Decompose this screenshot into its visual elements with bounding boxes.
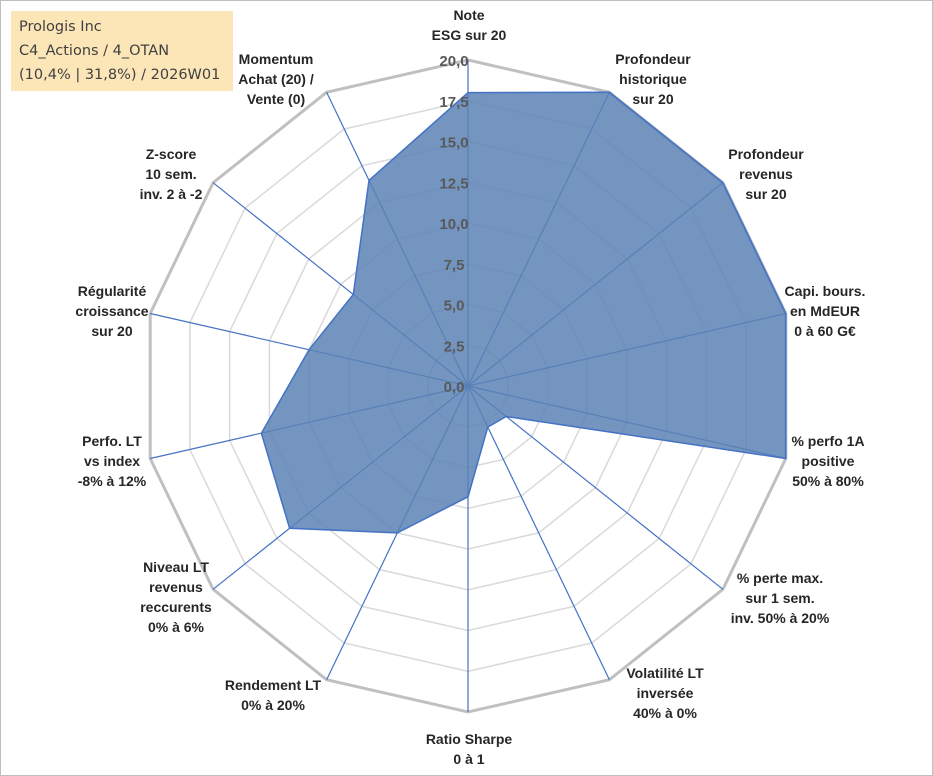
axis-label-3-line-2: 0 à 60 G€ — [794, 323, 856, 339]
axis-label-1: Profondeur historique sur 20 — [615, 51, 691, 107]
axis-label-3-line-0: Capi. bours. — [785, 283, 866, 299]
axis-label-12-line-2: inv. 2 à -2 — [140, 186, 203, 202]
axis-label-10-line-0: Perfo. LT — [82, 433, 142, 449]
axis-label-10-line-1: vs index — [84, 453, 140, 469]
series-area — [260, 91, 787, 534]
axis-label-9-line-0: Niveau LT — [143, 559, 209, 575]
tick-label-2: 5,0 — [444, 298, 465, 315]
axis-label-5: % perte max. sur 1 sem. inv. 50% à 20% — [731, 570, 830, 626]
axis-label-11: Régularité croissance sur 20 — [75, 283, 148, 339]
tick-label-4: 10,0 — [439, 216, 468, 233]
axis-label-8: Rendement LT 0% à 20% — [225, 677, 322, 713]
info-company: Prologis Inc — [19, 19, 102, 35]
radar-axis-labels: Note ESG sur 20 Profondeur historique sur 20… — [75, 7, 865, 767]
axis-label-5-line-2: inv. 50% à 20% — [731, 610, 830, 626]
axis-label-13: Momentum Achat (20) / Vente (0) — [238, 51, 314, 107]
axis-label-6-line-0: Volatilité LT — [626, 665, 704, 681]
axis-label-9-line-3: 0% à 6% — [148, 619, 205, 635]
info-box: Prologis Inc C4_Actions / 4_OTAN (10,4% … — [11, 11, 233, 91]
axis-label-0-line-1: ESG sur 20 — [432, 27, 507, 43]
info-category: C4_Actions / 4_OTAN — [19, 43, 170, 59]
spoke-6 — [467, 385, 610, 680]
axis-label-7-line-1: 0 à 1 — [453, 751, 484, 767]
axis-label-3: Capi. bours. en MdEUR 0 à 60 G€ — [785, 283, 866, 339]
axis-label-8-line-0: Rendement LT — [225, 677, 322, 693]
spoke-5 — [467, 385, 724, 590]
tick-label-7: 17,5 — [439, 94, 468, 111]
axis-label-11-line-0: Régularité — [78, 283, 147, 299]
radar-ticks: 0,0 2,5 5,0 7,5 10,0 12,5 15,0 17,5 20,0 — [439, 53, 468, 396]
axis-label-10: Perfo. LT vs index -8% à 12% — [78, 433, 147, 489]
axis-label-13-line-0: Momentum — [239, 51, 314, 67]
tick-label-3: 7,5 — [444, 257, 465, 274]
axis-label-12-line-0: Z-score — [146, 146, 197, 162]
axis-label-1-line-2: sur 20 — [632, 91, 673, 107]
axis-label-9-line-1: revenus — [149, 579, 203, 595]
tick-label-6: 15,0 — [439, 135, 468, 152]
axis-label-2: Profondeur revenus sur 20 — [728, 146, 804, 202]
info-period: (10,4% | 31,8%) / 2026W01 — [19, 67, 221, 83]
axis-label-13-line-1: Achat (20) / — [238, 71, 314, 87]
tick-label-1: 2,5 — [444, 338, 465, 355]
axis-label-6-line-2: 40% à 0% — [633, 705, 697, 721]
axis-label-0: Note ESG sur 20 — [432, 7, 507, 43]
axis-label-0-line-0: Note — [453, 7, 484, 23]
axis-label-2-line-0: Profondeur — [728, 146, 804, 162]
axis-label-4-line-2: 50% à 80% — [792, 473, 864, 489]
axis-label-9: Niveau LT revenus reccurents 0% à 6% — [140, 559, 212, 635]
axis-label-7: Ratio Sharpe 0 à 1 — [426, 731, 513, 767]
axis-label-4-line-1: positive — [802, 453, 855, 469]
axis-label-8-line-1: 0% à 20% — [241, 697, 305, 713]
radar-series — [260, 91, 787, 534]
axis-label-2-line-1: revenus — [739, 166, 793, 182]
axis-label-4-line-0: % perfo 1A — [791, 433, 864, 449]
axis-label-5-line-0: % perte max. — [737, 570, 823, 586]
axis-label-4: % perfo 1A positive 50% à 80% — [791, 433, 864, 489]
axis-label-9-line-2: reccurents — [140, 599, 212, 615]
axis-label-7-line-0: Ratio Sharpe — [426, 731, 513, 747]
axis-label-6: Volatilité LT inversée 40% à 0% — [626, 665, 704, 721]
axis-label-6-line-1: inversée — [637, 685, 694, 701]
axis-label-11-line-2: sur 20 — [91, 323, 132, 339]
axis-label-12-line-1: 10 sem. — [145, 166, 196, 182]
axis-label-1-line-1: historique — [619, 71, 687, 87]
tick-label-5: 12,5 — [439, 175, 468, 192]
axis-label-3-line-1: en MdEUR — [790, 303, 860, 319]
axis-label-12: Z-score 10 sem. inv. 2 à -2 — [140, 146, 203, 202]
tick-label-8: 20,0 — [439, 53, 468, 70]
axis-label-1-line-0: Profondeur — [615, 51, 691, 67]
axis-label-11-line-1: croissance — [75, 303, 148, 319]
axis-label-13-line-2: Vente (0) — [247, 91, 305, 107]
axis-label-10-line-2: -8% à 12% — [78, 473, 147, 489]
axis-label-5-line-1: sur 1 sem. — [745, 590, 814, 606]
tick-label-0: 0,0 — [444, 379, 465, 396]
axis-label-2-line-2: sur 20 — [745, 186, 786, 202]
